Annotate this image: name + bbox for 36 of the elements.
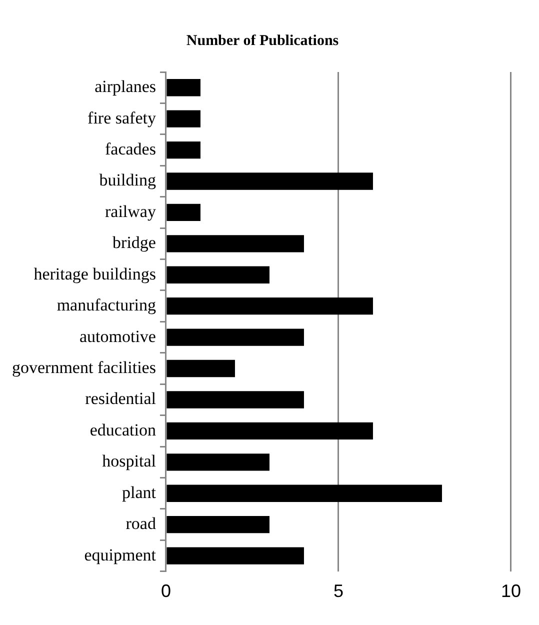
bar	[166, 516, 270, 534]
bar	[166, 547, 304, 564]
y-tick-label: government facilities	[12, 358, 156, 377]
bar	[166, 141, 200, 159]
bar	[166, 235, 304, 252]
y-tick-label: railway	[104, 202, 156, 221]
bar	[166, 360, 235, 378]
bar	[166, 298, 373, 315]
y-tick-label: equipment	[84, 545, 156, 564]
y-tick-label: hospital	[102, 452, 156, 471]
bar	[166, 172, 373, 190]
y-tick-label: road	[126, 514, 156, 534]
bar	[166, 266, 270, 284]
x-tick-label: 10	[500, 581, 522, 602]
bar	[166, 204, 200, 222]
bar	[166, 328, 304, 346]
x-tick-label: 5	[333, 581, 344, 602]
y-tick-label: residential	[85, 389, 156, 408]
y-tick-label: building	[99, 170, 156, 190]
chart-title: Number of Publications	[186, 32, 339, 49]
y-tick-label: education	[90, 420, 156, 440]
bar	[166, 422, 373, 440]
bar	[166, 454, 270, 471]
bar	[166, 110, 200, 128]
y-tick-label: facades	[105, 140, 156, 158]
x-tick-label: 0	[160, 581, 171, 602]
bar	[166, 391, 304, 408]
y-tick-label: bridge	[112, 233, 156, 252]
y-tick-label: fire safety	[88, 108, 156, 128]
y-tick-label: plant	[122, 482, 156, 502]
bar	[166, 484, 442, 502]
y-tick-label: automotive	[79, 326, 156, 346]
y-tick-label: manufacturing	[56, 296, 156, 315]
bar	[166, 79, 200, 96]
y-tick-label: heritage buildings	[34, 264, 156, 284]
y-tick-label: airplanes	[94, 77, 156, 96]
